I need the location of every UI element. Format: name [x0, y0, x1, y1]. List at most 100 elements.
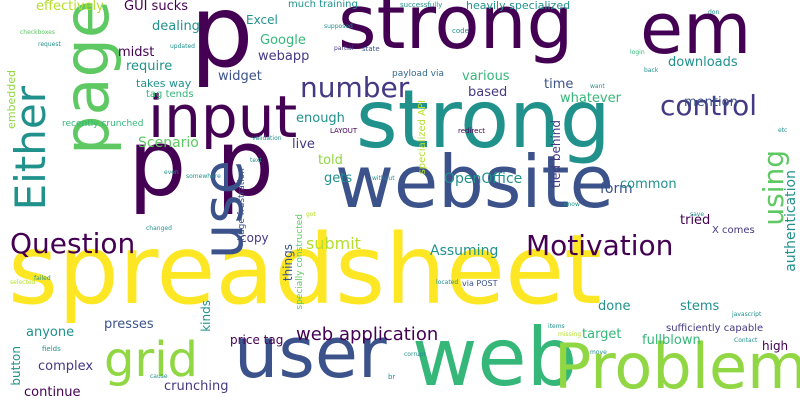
word-embedded: embedded — [5, 70, 18, 129]
word-common: common — [620, 177, 677, 192]
word-heavily-specialized: heavily specialized — [466, 0, 571, 12]
word-midst: midst — [118, 45, 155, 60]
word-login: login — [630, 49, 645, 56]
word-corrupt: corrupt — [404, 351, 426, 358]
word-continue: continue — [24, 385, 81, 400]
word-located: located — [436, 279, 459, 286]
word-done: done — [598, 299, 631, 314]
word-things: things — [281, 244, 295, 282]
word-cause: cause — [150, 373, 168, 380]
word-kinds: kinds — [199, 300, 213, 332]
word-via-POST: via POST — [462, 279, 498, 288]
word-input: input — [148, 83, 298, 151]
word-copy: copy — [240, 231, 269, 245]
word-Excel: Excel — [246, 13, 278, 27]
word-Motivation: Motivation — [526, 229, 674, 262]
word-back: back — [644, 67, 659, 74]
word-spreadsheet: spreadsheet — [8, 214, 602, 326]
word-takes-way: takes way — [136, 77, 192, 90]
word-know: know — [564, 201, 580, 208]
word-text: text — [250, 157, 262, 164]
word-high: high — [762, 339, 789, 353]
word-items: items — [548, 323, 565, 330]
word-specialized-API: specialized API — [417, 100, 428, 175]
word-enough: enough — [296, 111, 345, 126]
word-Contact: Contact — [734, 337, 758, 344]
word-fullblown: fullblown — [642, 333, 701, 348]
word-web: web — [412, 311, 578, 400]
word-Google: Google — [260, 33, 306, 48]
word-mention: mention — [684, 95, 738, 110]
word-etc: etc — [778, 127, 788, 134]
word-submit: submit — [306, 234, 361, 253]
word-fields: fields — [42, 345, 61, 353]
word-somewhere: somewhere — [186, 173, 221, 180]
word-partial: partial — [334, 45, 354, 52]
word-br: br — [388, 373, 396, 381]
word-GUI-sucks: GUI sucks — [124, 0, 189, 14]
word-payload-via: payload via — [392, 69, 444, 79]
word-grid: grid — [104, 332, 199, 388]
word-recently-crunched: recently crunched — [62, 119, 144, 129]
word-web-application: web application — [296, 324, 439, 345]
word-much-training: much training — [288, 0, 358, 10]
word-price-tag: price tag — [230, 333, 284, 347]
word-website: website — [335, 140, 614, 224]
word-validation: validation — [252, 135, 282, 142]
word-crunching: crunching — [164, 379, 229, 394]
word-stems: stems — [680, 299, 720, 314]
word-whatever: whatever — [560, 91, 621, 106]
word-Assuming: Assuming — [430, 243, 499, 259]
word-gets: gets — [324, 171, 353, 186]
word-save: save — [690, 211, 705, 218]
word-supposed: supposed — [324, 23, 353, 30]
word-request: request — [38, 41, 61, 48]
word-checkboxes: checkboxes — [20, 29, 56, 36]
word-live: live — [292, 137, 315, 152]
word-number: number — [300, 71, 410, 104]
word-redirect: redirect — [458, 127, 486, 135]
word-effectively: effectively — [36, 0, 104, 14]
word-Scenario: Scenario — [138, 135, 199, 151]
word-want: want — [590, 83, 605, 90]
word-control: control — [660, 89, 758, 122]
word-time: time — [544, 77, 574, 92]
word-even: even — [164, 169, 179, 176]
word-failed: failed — [34, 275, 51, 282]
word-LAYOUT: LAYOUT — [330, 127, 358, 135]
word-page: page — [50, 0, 123, 155]
word-user: user — [234, 312, 387, 394]
word-complex: complex — [38, 359, 94, 374]
word-presses: presses — [104, 317, 154, 332]
word-strong-top: strong — [338, 0, 574, 66]
word-got: got — [306, 211, 316, 218]
word-state: state — [362, 45, 380, 53]
word-selected: selected — [10, 279, 36, 286]
word-dealing: dealing — [152, 19, 200, 34]
word-various: various — [462, 69, 510, 84]
word-successfully: successfully — [400, 1, 443, 9]
word-without: without — [372, 175, 395, 182]
word-code: code — [452, 27, 469, 35]
word-move: move — [590, 349, 607, 356]
word-p-p: p p — [128, 110, 275, 217]
word-javascript: javascript — [732, 311, 762, 318]
word-tied-behind: tied behind — [549, 120, 563, 189]
word-huge-frustration: huge frustration — [237, 168, 247, 241]
word-missing: missing — [558, 331, 582, 338]
word-strong-vertical: strong — [356, 73, 611, 166]
word-downloads: downloads — [668, 55, 738, 70]
word-em: em — [640, 0, 752, 70]
word-specially-constructed: specially constructed — [295, 214, 305, 310]
word-widget: widget — [218, 69, 262, 84]
word-require: require — [126, 59, 173, 74]
word-authentication: authentication — [783, 170, 799, 272]
word-Question: Question — [10, 227, 136, 260]
word-anyone: anyone — [26, 325, 75, 340]
word-Problem: Problem — [554, 330, 800, 400]
word-OpenOffice: OpenOffice — [444, 171, 523, 187]
word-based: based — [468, 85, 508, 100]
word-tried: tried — [680, 213, 711, 228]
word-button: button — [9, 346, 23, 386]
